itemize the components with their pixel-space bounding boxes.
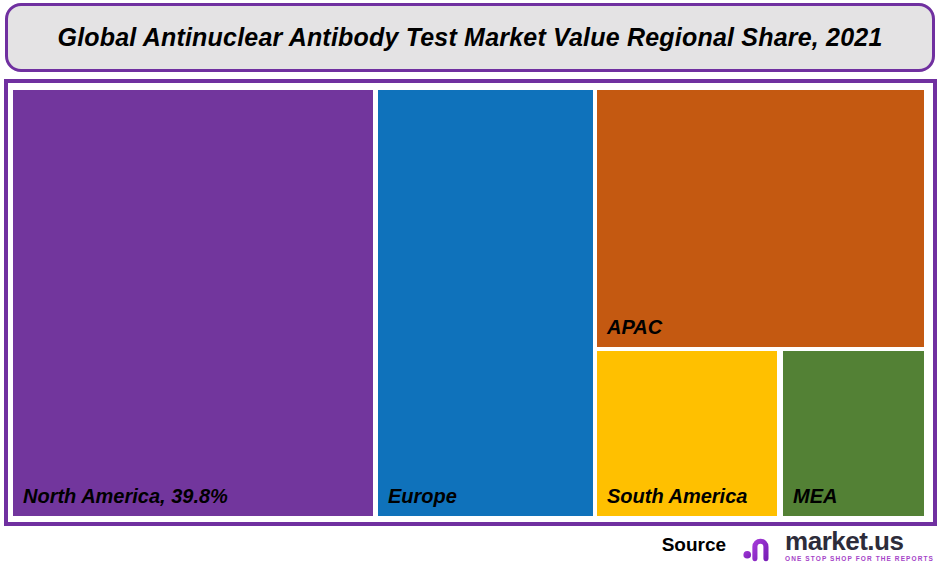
treemap-tile-mea: MEA [783,351,924,516]
chart-title: Global Antinuclear Antibody Test Market … [58,23,883,52]
treemap-tile-europe: Europe [378,90,593,516]
brand-name: market.us [785,528,903,554]
tile-label-apac: APAC [607,316,662,339]
source-row: Source market.us ONE STOP SHOP FOR THE R… [662,526,934,564]
treemap-tile-north-america: North America, 39.8% [13,90,373,516]
treemap-plot-area: North America, 39.8% Europe APAC South A… [8,83,933,522]
market-us-logo-icon [740,528,780,562]
chart-title-banner: Global Antinuclear Antibody Test Market … [5,3,935,72]
brand-text: market.us ONE STOP SHOP FOR THE REPORTS [785,528,934,563]
tile-label-mea: MEA [793,485,837,508]
tile-label-europe: Europe [388,485,457,508]
brand-logo: market.us ONE STOP SHOP FOR THE REPORTS [740,528,934,563]
page: { "title": "Global Antinuclear Antibody … [0,0,940,565]
brand-tagline: ONE STOP SHOP FOR THE REPORTS [785,556,934,563]
treemap-tile-apac: APAC [597,90,924,347]
treemap-chart: North America, 39.8% Europe APAC South A… [4,79,937,526]
tile-label-south-america: South America [607,485,747,508]
source-label: Source [662,534,726,556]
tile-label-north-america: North America, 39.8% [23,485,228,508]
treemap-tile-south-america: South America [597,351,777,516]
